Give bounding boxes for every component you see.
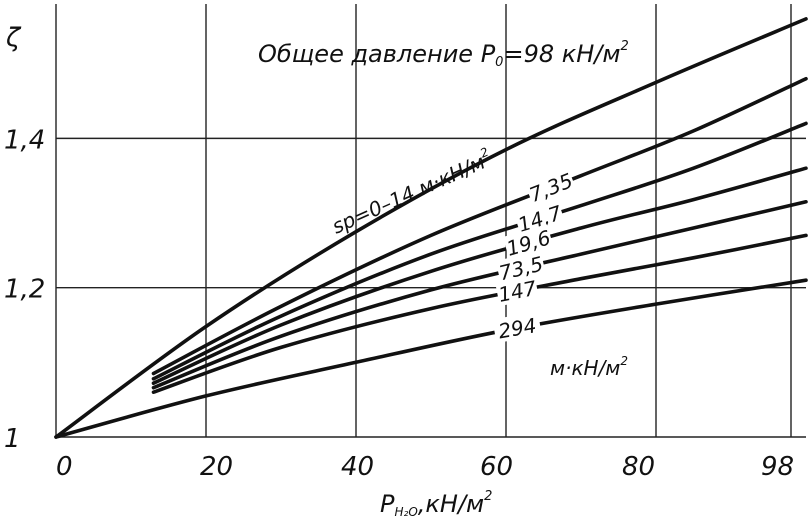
series-label: 294 (492, 311, 542, 344)
series-label: 7,35 (524, 167, 577, 207)
x-axis-label: PH₂O,кН/м2 (380, 489, 492, 519)
series-line (151, 76, 808, 376)
x-tick-label: 98 (761, 452, 794, 482)
series-label-bg (492, 311, 542, 344)
series-line (54, 278, 808, 439)
x-tick-label: 80 (622, 452, 655, 482)
series-label-bg (502, 224, 554, 261)
series-label-bg (524, 167, 577, 207)
x-tick-label: 60 (480, 452, 513, 482)
series-line (151, 121, 808, 381)
series-label-text: 294 (496, 313, 538, 343)
y-tick-label: 1,4 (4, 125, 45, 155)
y-tick-label: 1,2 (4, 275, 45, 305)
series-label-text: 7,35 (526, 168, 576, 207)
y-axis-label: ζ (5, 23, 22, 53)
series-line (54, 17, 808, 439)
grid (55, 4, 806, 438)
x-tick-label: 0 (56, 452, 73, 482)
series-group (54, 17, 808, 439)
series-label-top: sp=0–14 м·кН/м2 (327, 145, 495, 239)
y-tick-label: 1 (4, 424, 21, 454)
x-tick-label: 40 (341, 452, 374, 482)
series-label-bg (513, 199, 566, 237)
units-label: м·кН/м2 (550, 354, 628, 380)
series-line (151, 166, 808, 385)
series-line (151, 233, 808, 394)
x-tick-label: 20 (200, 452, 233, 482)
series-label-top-text: sp=0–14 м·кН/м2 (327, 145, 495, 239)
series-line (151, 200, 808, 390)
chart-title: Общее давление P0=98 кН/м2 (258, 39, 629, 70)
series-label-bg (495, 274, 540, 307)
